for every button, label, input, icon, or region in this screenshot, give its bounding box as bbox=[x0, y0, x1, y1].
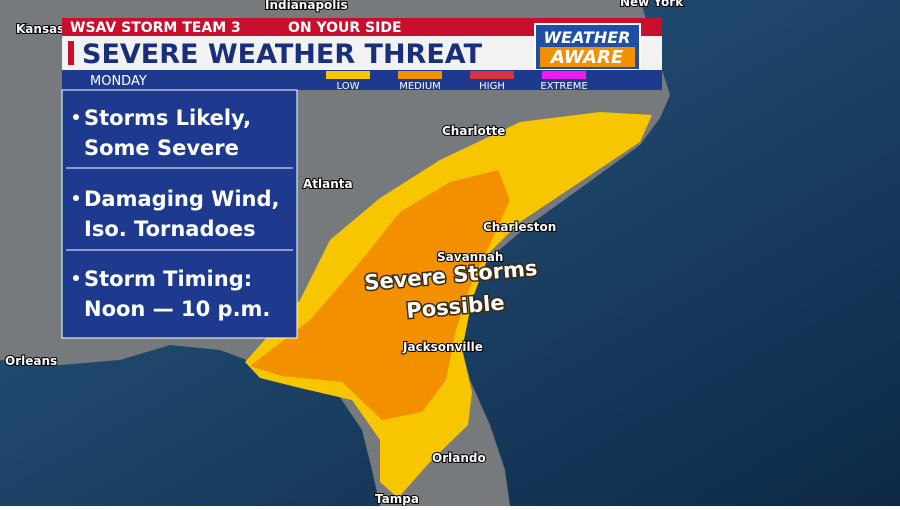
city-label: Atlanta bbox=[303, 177, 353, 191]
city-label: New York bbox=[620, 0, 684, 9]
bullet-text: Damaging Wind, bbox=[84, 187, 280, 211]
city-label: Orleans bbox=[5, 354, 57, 368]
legend-swatch bbox=[470, 71, 514, 79]
bullet-text: Storm Timing: bbox=[84, 267, 252, 291]
legend-label: LOW bbox=[337, 81, 360, 92]
bullet-text: Iso. Tornadoes bbox=[84, 217, 256, 241]
legend-swatch bbox=[542, 71, 586, 79]
bullet-text: Noon — 10 p.m. bbox=[84, 297, 270, 321]
city-label: Savannah bbox=[437, 250, 503, 264]
legend-label: MEDIUM bbox=[399, 81, 441, 92]
info-panel bbox=[61, 89, 298, 339]
tagline: ON YOUR SIDE bbox=[288, 20, 402, 36]
badge-strip bbox=[540, 47, 635, 67]
city-label: Tampa bbox=[375, 492, 419, 506]
city-label: Charleston bbox=[483, 220, 556, 234]
city-label: Jacksonville bbox=[402, 340, 483, 354]
title: SEVERE WEATHER THREAT bbox=[82, 39, 483, 70]
title-accent bbox=[68, 41, 74, 65]
legend-label: HIGH bbox=[479, 81, 505, 92]
city-label: Kansas bbox=[16, 22, 64, 36]
day: MONDAY bbox=[90, 74, 147, 89]
badge-text: WEATHER bbox=[544, 28, 631, 47]
bullet-dot bbox=[73, 114, 79, 120]
bullet-text: Storms Likely, bbox=[84, 106, 251, 130]
legend: LOW MEDIUM HIGH EXTREME bbox=[326, 71, 588, 92]
medium-risk-area bbox=[250, 170, 510, 420]
city-label: Orlando bbox=[432, 451, 486, 465]
city-label: Charlotte bbox=[442, 124, 505, 138]
bullet-dot bbox=[73, 195, 79, 201]
station-name: WSAV STORM TEAM 3 bbox=[70, 20, 241, 36]
legend-label: EXTREME bbox=[540, 81, 587, 92]
top-bar bbox=[62, 18, 662, 36]
legend-swatch bbox=[398, 71, 442, 79]
badge-text: AWARE bbox=[549, 47, 624, 68]
bullet-dot bbox=[73, 275, 79, 281]
bullet-list: Storms Likely, Some Severe Damaging Wind, I… bbox=[73, 106, 280, 321]
city-label: Indianapolis bbox=[265, 0, 348, 12]
legend-swatch bbox=[326, 71, 370, 79]
bullet-text: Some Severe bbox=[84, 136, 239, 160]
